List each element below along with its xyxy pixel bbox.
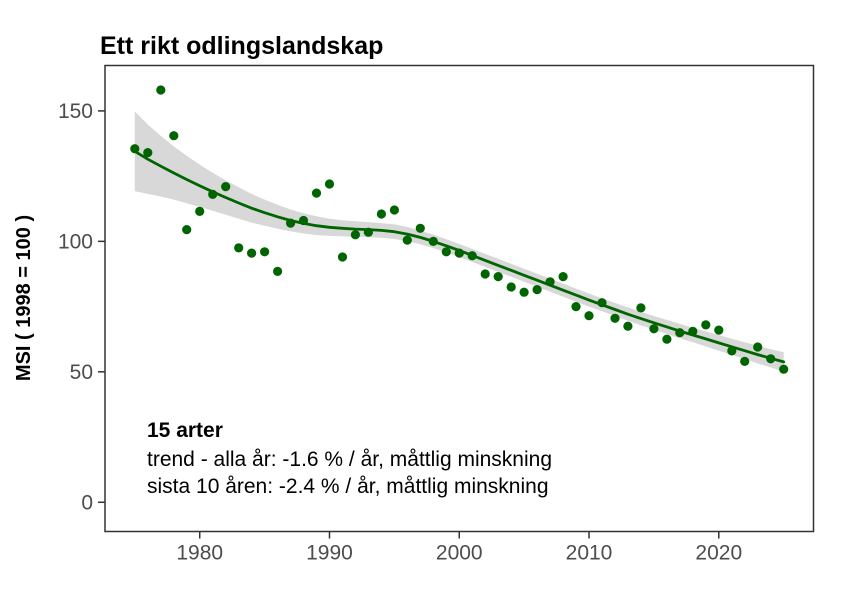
data-point bbox=[753, 342, 763, 352]
chart-title: Ett rikt odlingslandskap bbox=[100, 32, 383, 60]
data-point bbox=[247, 248, 257, 258]
data-point bbox=[441, 247, 451, 257]
x-tick-label-1990: 1990 bbox=[306, 542, 353, 565]
data-point bbox=[324, 179, 335, 189]
data-point bbox=[350, 230, 360, 240]
data-point bbox=[454, 248, 464, 258]
data-point bbox=[779, 364, 789, 374]
data-point bbox=[493, 272, 503, 282]
data-point bbox=[143, 148, 153, 158]
data-point bbox=[402, 235, 412, 245]
data-point bbox=[337, 252, 348, 262]
data-point bbox=[649, 324, 659, 334]
data-point bbox=[260, 247, 270, 257]
data-point bbox=[675, 328, 685, 338]
data-point bbox=[467, 251, 477, 261]
data-point bbox=[195, 206, 205, 216]
data-point bbox=[519, 287, 529, 297]
y-tick-label-150: 150 bbox=[58, 100, 93, 123]
y-tick-label-100: 100 bbox=[58, 230, 93, 253]
y-axis-label: MSI ( 1998 = 100 ) bbox=[13, 215, 35, 381]
data-point bbox=[311, 188, 322, 198]
data-point bbox=[363, 227, 373, 237]
data-point bbox=[688, 326, 698, 336]
data-point bbox=[273, 266, 283, 276]
data-points-group bbox=[130, 85, 789, 374]
data-point bbox=[636, 303, 646, 313]
data-point bbox=[480, 269, 490, 279]
data-point bbox=[727, 346, 737, 356]
data-point bbox=[286, 218, 296, 228]
data-point bbox=[597, 298, 607, 308]
data-point bbox=[182, 225, 192, 235]
data-point bbox=[584, 311, 594, 321]
data-point bbox=[415, 223, 425, 233]
data-point bbox=[558, 272, 568, 282]
data-point bbox=[298, 215, 309, 226]
data-point bbox=[610, 313, 620, 323]
x-tick-label-2000: 2000 bbox=[436, 542, 483, 565]
data-point bbox=[428, 236, 438, 246]
axes-group: 1980 1990 2000 2010 2020 0 50 100 150 bbox=[58, 100, 742, 565]
data-point bbox=[701, 320, 711, 330]
confidence-band bbox=[134, 111, 784, 372]
data-point bbox=[130, 144, 140, 154]
confidence-band-group bbox=[134, 111, 784, 372]
data-point bbox=[221, 182, 231, 192]
data-point bbox=[623, 321, 633, 331]
data-point bbox=[545, 277, 555, 287]
annotation-species-count: 15 arter bbox=[147, 419, 223, 442]
data-point bbox=[740, 356, 750, 366]
data-point bbox=[571, 302, 581, 312]
data-point bbox=[208, 189, 218, 199]
data-point bbox=[156, 85, 166, 95]
annotation-trend-last-10-years: sista 10 åren: -2.4 % / år, måttlig mins… bbox=[147, 475, 549, 498]
data-point bbox=[532, 285, 542, 295]
y-tick-label-0: 0 bbox=[81, 491, 93, 514]
data-point bbox=[389, 205, 399, 215]
data-point bbox=[714, 325, 724, 335]
data-point bbox=[506, 282, 516, 292]
data-point bbox=[169, 131, 179, 141]
x-tick-label-1980: 1980 bbox=[176, 542, 223, 565]
annotation-trend-all-years: trend - alla år: -1.6 % / år, måttlig mi… bbox=[147, 448, 552, 471]
data-point bbox=[376, 209, 386, 219]
data-point bbox=[662, 334, 672, 344]
x-tick-label-2020: 2020 bbox=[695, 542, 742, 565]
y-tick-label-50: 50 bbox=[70, 361, 93, 384]
data-point bbox=[766, 354, 776, 364]
x-tick-label-2010: 2010 bbox=[566, 542, 613, 565]
data-point bbox=[234, 243, 244, 253]
